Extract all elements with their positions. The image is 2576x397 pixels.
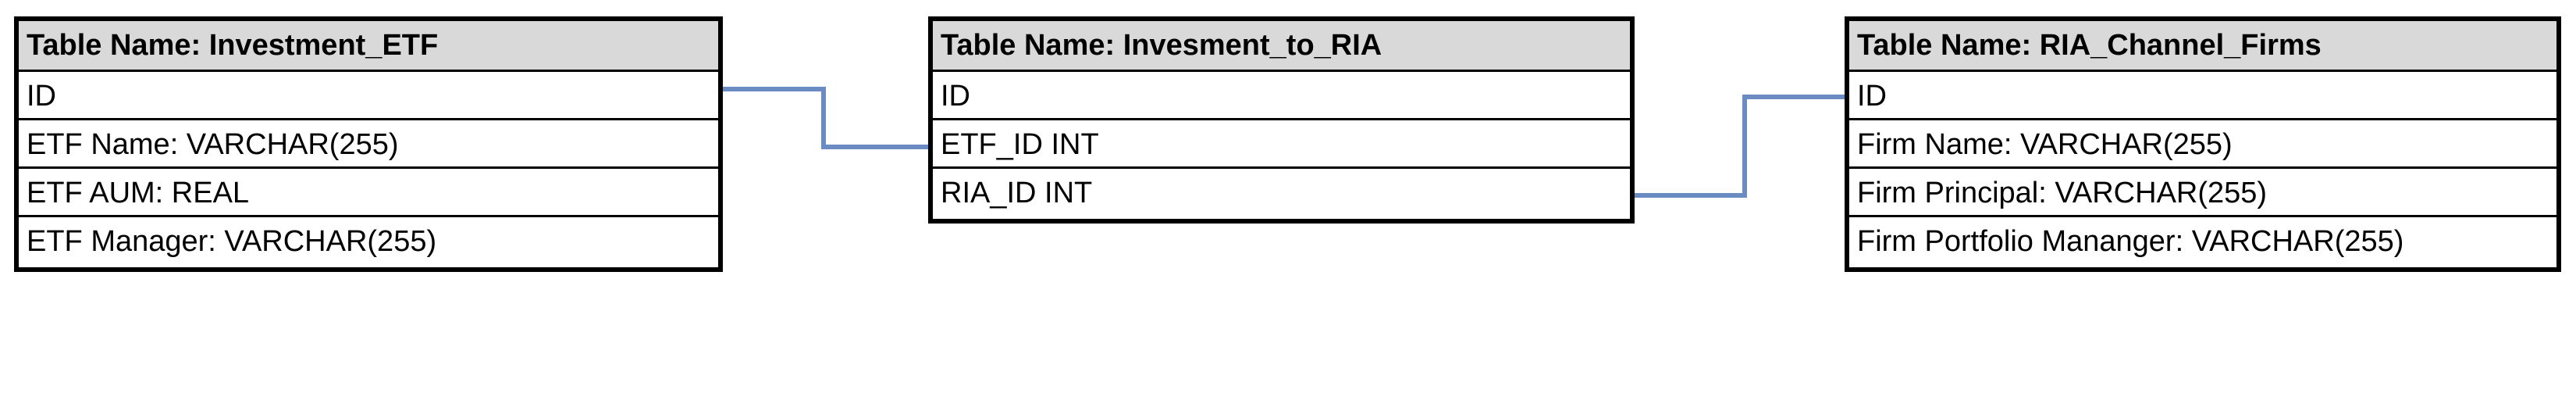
table-title: Table Name: RIA_Channel_Firms (1849, 21, 2556, 70)
table-row-etf-id: ETF_ID INT (933, 118, 1630, 166)
table-row-id: ID (19, 70, 718, 118)
table-row-firm-name: Firm Name: VARCHAR(255) (1849, 118, 2556, 166)
table-ria-channel-firms: Table Name: RIA_Channel_Firms ID Firm Na… (1845, 16, 2561, 272)
table-row-etf-manager: ETF Manager: VARCHAR(255) (19, 215, 718, 263)
table-title: Table Name: Investment_ETF (19, 21, 718, 70)
table-investment-etf: Table Name: Investment_ETF ID ETF Name: … (14, 16, 723, 272)
table-row-id: ID (1849, 70, 2556, 118)
connector-etf-id-to-link-etf-id (723, 87, 930, 149)
connector-link-ria-id-to-ria-id (1632, 95, 1847, 198)
table-row-firm-principal: Firm Principal: VARCHAR(255) (1849, 166, 2556, 215)
table-row-ria-id: RIA_ID INT (933, 166, 1630, 215)
table-row-etf-aum: ETF AUM: REAL (19, 166, 718, 215)
table-title: Table Name: Invesment_to_RIA (933, 21, 1630, 70)
table-investment-to-ria: Table Name: Invesment_to_RIA ID ETF_ID I… (928, 16, 1635, 224)
table-row-id: ID (933, 70, 1630, 118)
table-row-etf-name: ETF Name: VARCHAR(255) (19, 118, 718, 166)
table-row-firm-portfolio-manager: Firm Portfolio Mananger: VARCHAR(255) (1849, 215, 2556, 263)
